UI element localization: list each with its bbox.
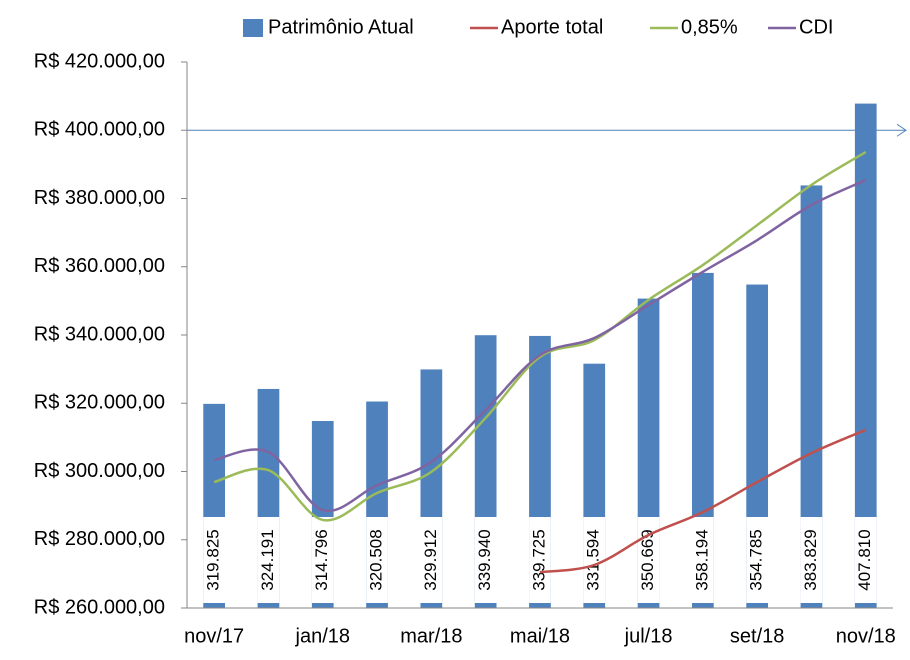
value-label: 331.594 [584,529,603,590]
value-label: 354.785 [747,529,766,590]
label-bg [691,517,714,603]
legend-label: Patrimônio Atual [268,16,414,38]
arrow-head [896,123,907,137]
label-bg [366,517,388,603]
y-tick-label: R$ 380.000,00 [34,187,165,209]
x-tick-label: jul/18 [624,625,673,647]
x-tick-label: mai/18 [510,625,570,647]
bar [854,103,877,608]
x-tick-label: set/18 [730,625,784,647]
label-bg [420,517,443,603]
value-label: 339.940 [475,529,494,590]
y-tick-label: R$ 280.000,00 [34,528,165,550]
label-bg [800,517,823,603]
label-bg [257,517,280,603]
line-series [539,428,867,574]
label-bg [311,517,334,603]
x-tick-label: nov/17 [184,625,244,647]
y-tick-label: R$ 320.000,00 [34,392,165,414]
value-label: 329.912 [421,529,440,590]
y-tick-label: R$ 360.000,00 [34,255,165,277]
legend-label: 0,85% [681,16,738,38]
label-bg [203,517,226,603]
label-bg [746,517,769,603]
y-tick-label: R$ 260.000,00 [34,596,165,618]
y-tick-label: R$ 420.000,00 [34,50,165,72]
line-series [213,178,867,513]
label-bg [583,517,606,603]
legend-swatch [243,19,263,37]
x-tick-label: mar/18 [400,625,462,647]
y-tick-label: R$ 300.000,00 [34,460,165,482]
legend-label: CDI [799,16,833,38]
label-bg [474,517,497,603]
value-label: 324.191 [258,529,277,590]
y-tick-label: R$ 400.000,00 [34,119,165,141]
y-tick-label: R$ 340.000,00 [34,323,165,345]
value-label: 339.725 [529,529,548,590]
value-label: 358.194 [692,529,711,590]
label-bg [529,517,551,603]
value-label: 319.825 [204,529,223,590]
legend-label: Aporte total [501,16,603,38]
line-series [213,151,867,522]
x-tick-label: jan/18 [295,625,351,647]
bar [800,185,823,608]
value-label: 350.669 [638,529,657,590]
value-label: 314.796 [312,529,331,590]
label-bg [854,517,877,603]
value-label: 383.829 [801,529,820,590]
value-label: 320.508 [367,529,386,590]
x-tick-label: nov/18 [836,625,896,647]
value-label: 407.810 [855,529,874,590]
